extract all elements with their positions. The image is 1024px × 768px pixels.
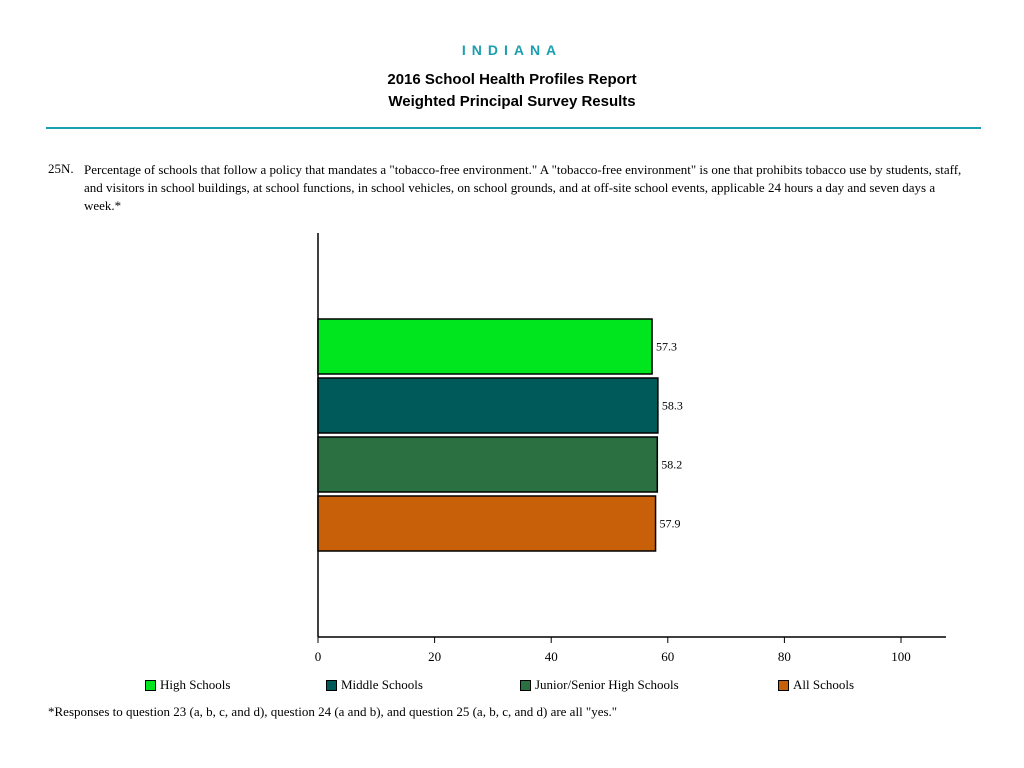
legend-label: Junior/Senior High Schools: [535, 677, 679, 692]
x-tick-label: 100: [891, 649, 911, 664]
x-tick-label: 80: [778, 649, 791, 664]
legend-label: All Schools: [793, 677, 855, 692]
legend-swatch: [145, 679, 156, 691]
legend-item: High Schools: [145, 677, 230, 693]
legend-swatch: [520, 679, 531, 691]
legend-swatch: [778, 679, 789, 691]
bar-value-label: 57.9: [660, 517, 681, 531]
legend-item: Middle Schools: [326, 677, 423, 693]
legend-item: Junior/Senior High Schools: [520, 677, 679, 693]
report-title: 2016 School Health Profiles Report: [387, 71, 637, 88]
bar-value-label: 57.3: [656, 340, 677, 354]
x-tick-label: 0: [315, 649, 322, 664]
bar-1: [317, 318, 653, 375]
state-name: INDIANA: [461, 42, 563, 58]
header-divider: [46, 127, 981, 129]
question-number: 25N.: [48, 161, 74, 176]
legend-label: High Schools: [160, 677, 231, 692]
bar-2: [317, 377, 659, 434]
report-subtitle: Weighted Principal Survey Results: [388, 93, 636, 110]
x-tick-label: 60: [661, 649, 674, 664]
bar-4: [317, 495, 657, 552]
bar-value-label: 58.3: [662, 399, 683, 413]
question-text: Percentage of schools that follow a poli…: [84, 162, 962, 213]
legend-label: Middle Schools: [341, 677, 423, 692]
legend-swatch: [326, 679, 337, 691]
legend-item: All Schools: [778, 677, 854, 693]
x-tick-label: 20: [428, 649, 441, 664]
bar-value-label: 58.2: [661, 458, 682, 472]
x-tick-label: 40: [545, 649, 558, 664]
bar-3: [317, 436, 659, 493]
footnote: *Responses to question 23 (a, b, c, and …: [48, 704, 618, 719]
